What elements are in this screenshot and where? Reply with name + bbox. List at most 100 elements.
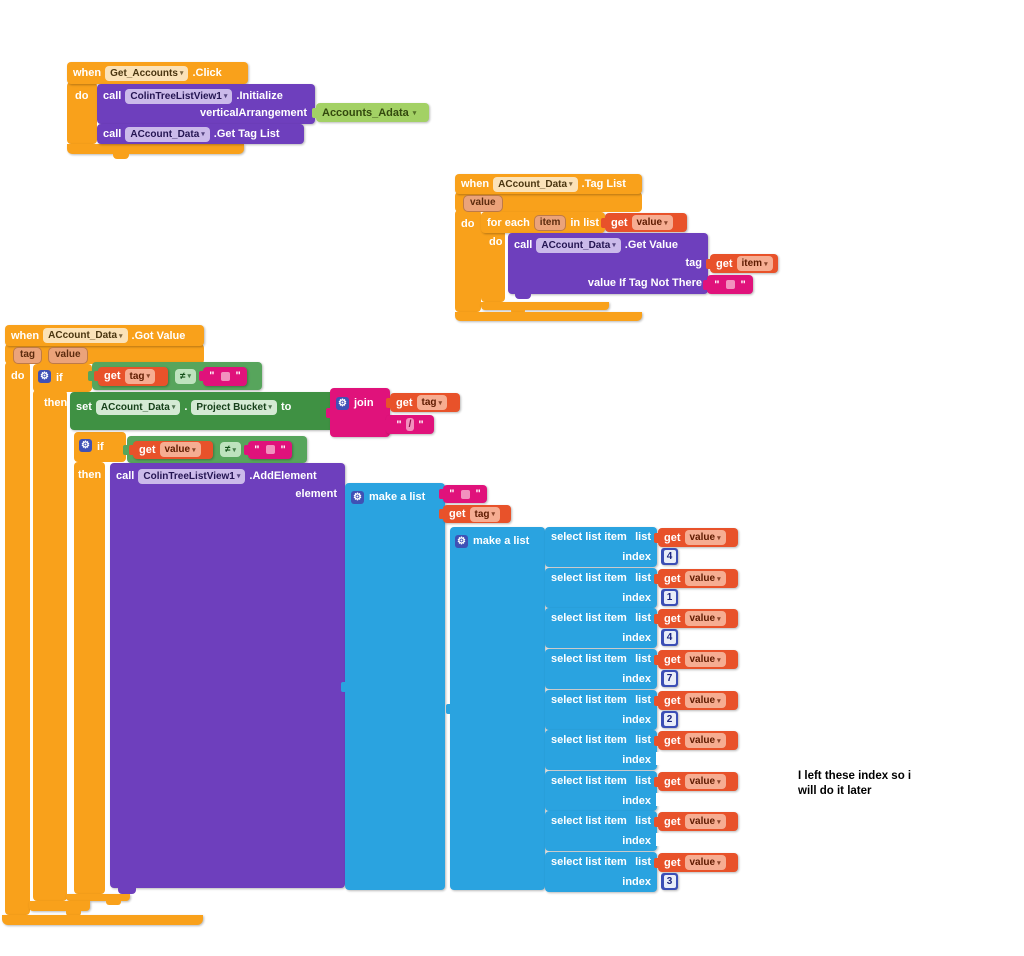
empty-string-block[interactable]: " " bbox=[703, 275, 753, 294]
event-param-value[interactable]: value bbox=[48, 347, 88, 364]
variable-dropdown[interactable]: value ▾ bbox=[684, 652, 726, 667]
not-equal-compare-block[interactable]: get tag ▾ ≠ ▾ " " bbox=[88, 362, 262, 390]
select-list-item-block[interactable]: select list item list index bbox=[545, 608, 657, 648]
number-block[interactable]: 2 bbox=[661, 711, 678, 728]
variable-dropdown[interactable]: tag ▾ bbox=[469, 506, 501, 522]
property-dropdown[interactable]: Project Bucket ▾ bbox=[191, 399, 277, 415]
number-block[interactable]: 1 bbox=[661, 589, 678, 606]
get-tag-block[interactable]: get tag ▾ bbox=[386, 393, 460, 412]
outer-make-a-list-block[interactable]: ⚙ make a list bbox=[341, 483, 445, 890]
variable-dropdown[interactable]: value ▾ bbox=[631, 215, 673, 230]
mutator-gear-icon[interactable]: ⚙ bbox=[351, 490, 364, 504]
get-value-block[interactable]: get value ▾ bbox=[654, 691, 738, 710]
foreach-block-header[interactable]: for each item in list bbox=[481, 212, 605, 233]
get-value-block[interactable]: get value ▾ bbox=[654, 528, 738, 547]
variable-dropdown[interactable]: value ▾ bbox=[684, 855, 726, 870]
get-value-block[interactable]: get value ▾ bbox=[654, 650, 738, 669]
variable-dropdown[interactable]: value ▾ bbox=[159, 442, 201, 457]
select-list-item-block[interactable]: select list item list index bbox=[545, 649, 657, 689]
mutator-gear-icon[interactable]: ⚙ bbox=[455, 534, 468, 548]
loop-var[interactable]: item bbox=[533, 214, 567, 231]
variable-dropdown[interactable]: item ▾ bbox=[736, 256, 773, 271]
variable-dropdown[interactable]: tag ▾ bbox=[416, 395, 448, 410]
mutator-gear-icon[interactable]: ⚙ bbox=[79, 439, 92, 452]
select-list-item-block[interactable]: select list item list index bbox=[545, 771, 657, 811]
get-keyword: get bbox=[664, 572, 681, 585]
when-tag-list-event-header[interactable]: when ACcount_Data ▾ .Tag List bbox=[455, 174, 642, 194]
select-list-item-block[interactable]: select list item list index bbox=[545, 811, 657, 851]
get-value-block[interactable]: get value ▾ bbox=[654, 812, 738, 831]
event-param-value[interactable]: value bbox=[463, 195, 503, 212]
operator-dropdown[interactable]: ≠ ▾ bbox=[220, 442, 242, 457]
empty-socket[interactable] bbox=[656, 833, 664, 846]
select-list-item-block[interactable]: select list item list index bbox=[545, 852, 657, 892]
variable-dropdown[interactable]: value ▾ bbox=[684, 611, 726, 626]
get-value-block[interactable]: get value ▾ bbox=[129, 440, 213, 459]
operator-dropdown[interactable]: ≠ ▾ bbox=[175, 368, 197, 384]
component-dropdown[interactable]: ACcount_Data ▾ bbox=[43, 328, 128, 343]
get-tag-block[interactable]: get tag ▾ bbox=[439, 505, 511, 523]
get-value-block[interactable]: get value ▾ bbox=[601, 213, 687, 232]
empty-socket[interactable] bbox=[656, 793, 664, 806]
variable-dropdown[interactable]: tag ▾ bbox=[124, 368, 156, 384]
number-block[interactable]: 3 bbox=[661, 873, 678, 890]
component-dropdown[interactable]: ColinTreeListView1 ▾ bbox=[125, 88, 233, 104]
empty-string-block[interactable]: " " bbox=[439, 485, 487, 503]
number-block[interactable]: 7 bbox=[661, 670, 678, 687]
join-block[interactable]: ⚙ join bbox=[326, 388, 390, 437]
select-list-item-block[interactable]: select list item list index bbox=[545, 690, 657, 730]
get-value-block[interactable]: get value ▾ bbox=[654, 772, 738, 791]
text-string-block[interactable]: " / " bbox=[382, 415, 434, 434]
get-item-block[interactable]: get item ▾ bbox=[706, 254, 778, 273]
variable-name: value bbox=[689, 695, 716, 706]
call-get-tag-list-block[interactable]: call ACcount_Data ▾ .Get Tag List bbox=[97, 124, 304, 144]
variable-name: value bbox=[164, 444, 191, 455]
when-got-value-event-header[interactable]: when ACcount_Data ▾ .Got Value bbox=[5, 325, 204, 346]
get-value-block[interactable]: get value ▾ bbox=[654, 609, 738, 628]
event-param-tag[interactable]: tag bbox=[13, 347, 42, 364]
variable-name: value bbox=[689, 573, 716, 584]
tag-list-event-block-group[interactable]: when ACcount_Data ▾ .Tag List value do fo… bbox=[455, 174, 820, 326]
call-initialize-block[interactable]: call ColinTreeListView1 ▾ .Initialize ver… bbox=[97, 84, 315, 124]
select-list-item-block[interactable]: select list item list index bbox=[545, 527, 657, 567]
variable-dropdown[interactable]: value ▾ bbox=[684, 814, 726, 829]
variable-dropdown[interactable]: value ▾ bbox=[684, 733, 726, 748]
component-dropdown[interactable]: Get_Accounts ▾ bbox=[105, 65, 189, 81]
empty-socket[interactable] bbox=[656, 752, 664, 765]
not-equal-compare-block[interactable]: get value ▾ ≠ ▾ " " bbox=[123, 436, 307, 463]
number-block[interactable]: 4 bbox=[661, 629, 678, 646]
call-add-element-block[interactable]: call ColinTreeListView1 ▾ .AddElement ele… bbox=[110, 463, 345, 888]
empty-string-block[interactable]: " " bbox=[244, 440, 293, 459]
variable-dropdown[interactable]: value ▾ bbox=[684, 774, 726, 789]
click-event-block-group[interactable]: when Get_Accounts ▾ .Click do call ColinT… bbox=[67, 62, 447, 167]
component-dropdown[interactable]: ACcount_Data ▾ bbox=[536, 237, 621, 253]
get-value-block[interactable]: get value ▾ bbox=[654, 853, 738, 872]
component-dropdown[interactable]: ACcount_Data ▾ bbox=[125, 126, 210, 142]
method-name: .Get Value bbox=[624, 239, 678, 251]
param-label: verticalArrangement bbox=[200, 107, 307, 119]
select-list-item-block[interactable]: select list item list index bbox=[545, 568, 657, 608]
select-list-item-block[interactable]: select list item list index bbox=[545, 730, 657, 770]
set-property-block[interactable]: set ACcount_Data ▾ . Project Bucket ▾ to bbox=[70, 392, 348, 430]
get-value-block[interactable]: get value ▾ bbox=[654, 731, 738, 750]
number-block[interactable]: 4 bbox=[661, 548, 678, 565]
when-click-event-header[interactable]: when Get_Accounts ▾ .Click bbox=[67, 62, 248, 84]
mutator-gear-icon[interactable]: ⚙ bbox=[38, 370, 51, 383]
variable-dropdown[interactable]: value ▾ bbox=[684, 571, 726, 586]
get-value-block[interactable]: get value ▾ bbox=[654, 569, 738, 588]
empty-string-block[interactable]: " " bbox=[199, 366, 248, 386]
component-dropdown[interactable]: ACcount_Data ▾ bbox=[493, 176, 578, 192]
event-name: .Click bbox=[192, 67, 222, 79]
mutator-gear-icon[interactable]: ⚙ bbox=[336, 396, 349, 410]
get-tag-block[interactable]: get tag ▾ bbox=[94, 366, 168, 386]
get-keyword: get bbox=[611, 216, 628, 229]
variable-dropdown[interactable]: value ▾ bbox=[684, 530, 726, 545]
component-dropdown[interactable]: ColinTreeListView1 ▾ bbox=[138, 468, 246, 484]
component-dropdown[interactable]: ACcount_Data ▾ bbox=[95, 399, 181, 415]
got-value-event-block-group[interactable]: when ACcount_Data ▾ .Got Value tag value … bbox=[0, 325, 1024, 956]
call-get-value-block[interactable]: call ACcount_Data ▾ .Get Value tag value … bbox=[508, 233, 708, 294]
inner-make-a-list-block[interactable]: ⚙ make a list bbox=[446, 527, 545, 890]
component-get-block[interactable]: Accounts_Adata ▾ bbox=[312, 103, 429, 122]
variable-dropdown[interactable]: value ▾ bbox=[684, 693, 726, 708]
